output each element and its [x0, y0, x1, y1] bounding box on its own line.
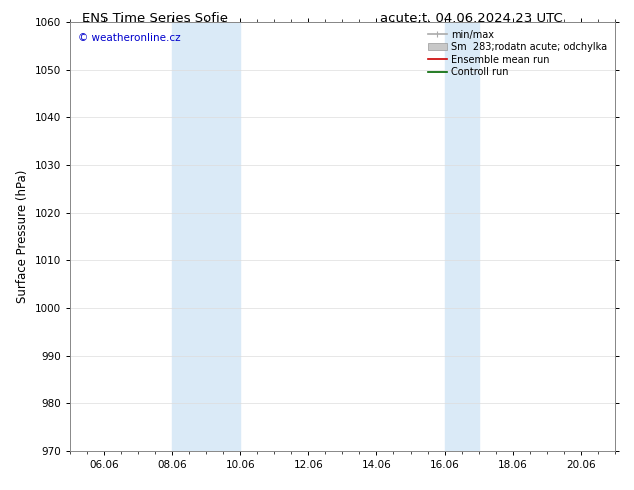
Text: © weatheronline.cz: © weatheronline.cz [78, 33, 181, 43]
Text: acute;t. 04.06.2024 23 UTC: acute;t. 04.06.2024 23 UTC [380, 12, 563, 25]
Legend: min/max, Sm  283;rodatn acute; odchylka, Ensemble mean run, Controll run: min/max, Sm 283;rodatn acute; odchylka, … [425, 27, 610, 80]
Y-axis label: Surface Pressure (hPa): Surface Pressure (hPa) [16, 170, 29, 303]
Bar [444, 22, 479, 451]
Text: ENS Time Series Sofie: ENS Time Series Sofie [82, 12, 228, 25]
Bar [172, 22, 240, 451]
